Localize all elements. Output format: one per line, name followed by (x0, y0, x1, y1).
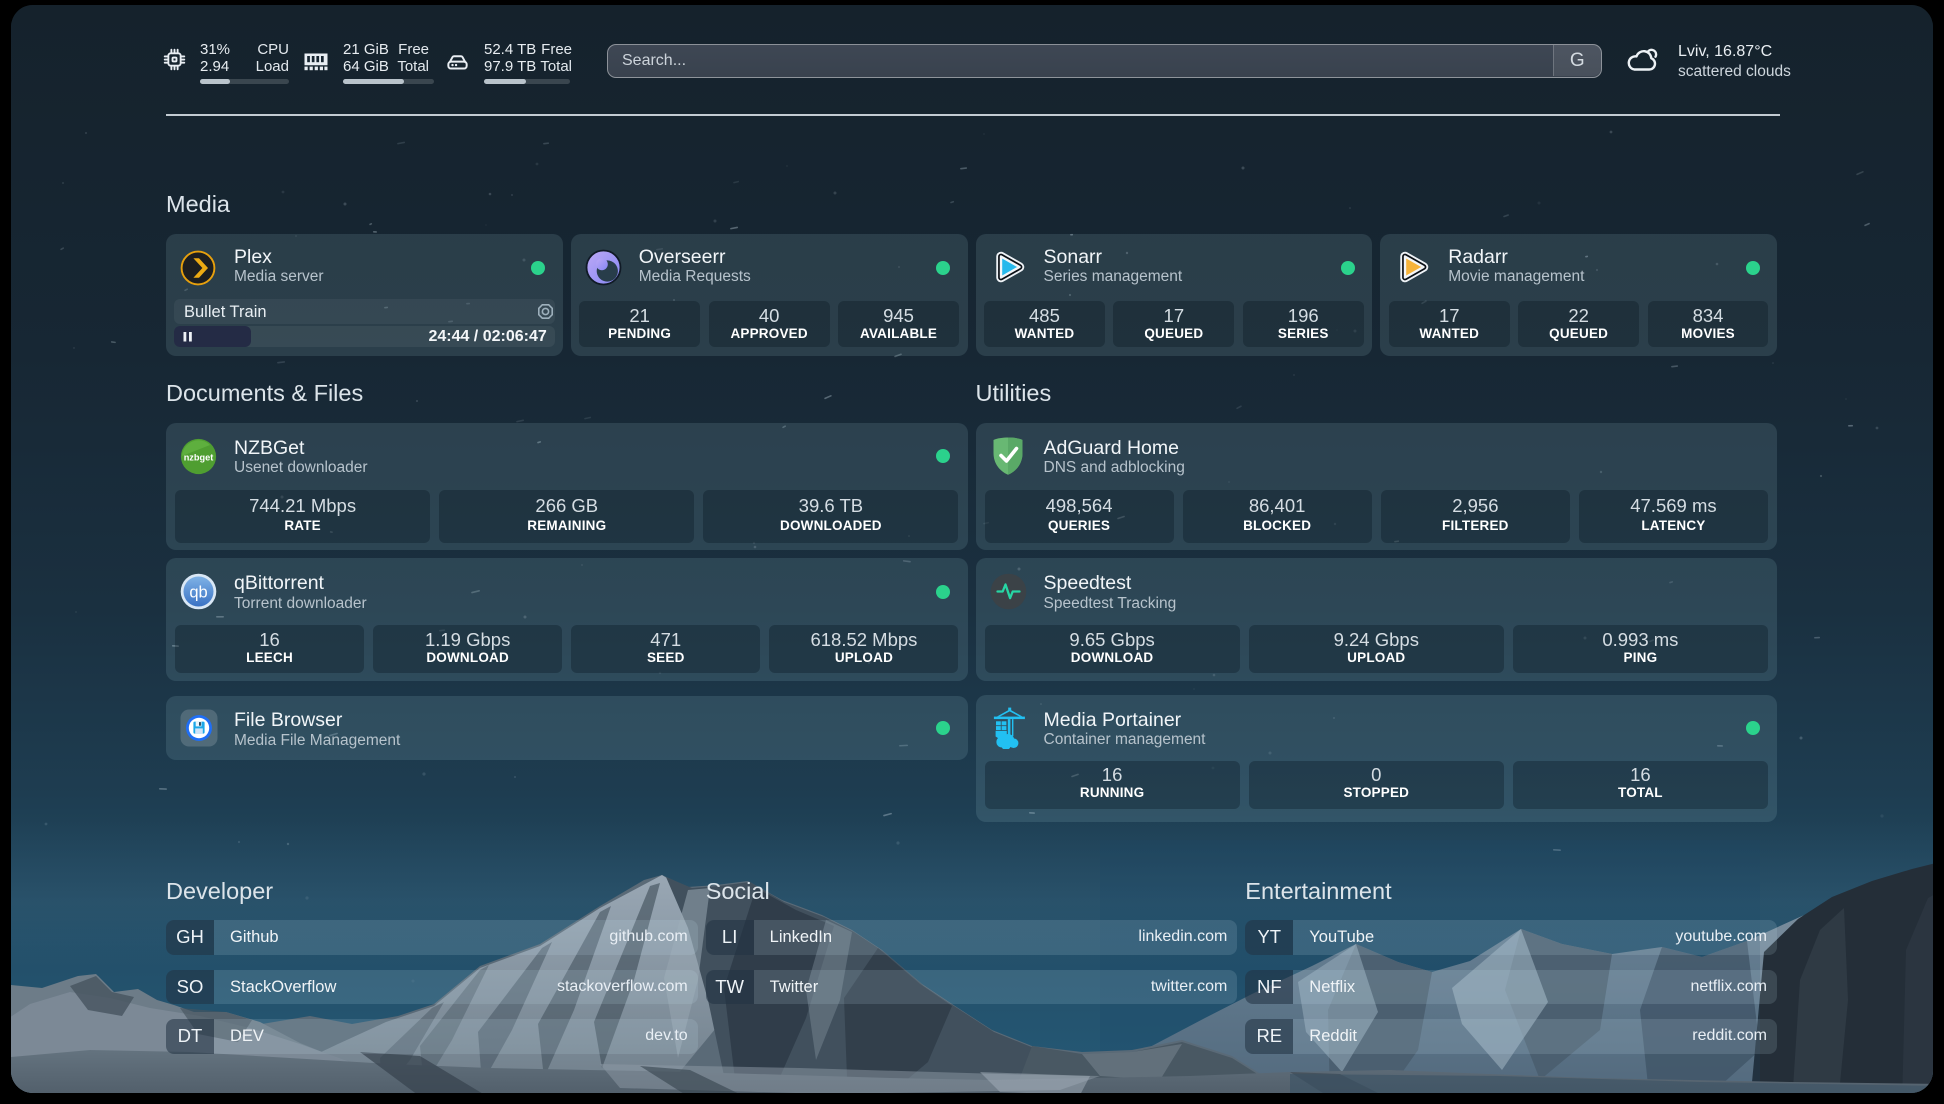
svg-text:nzbget: nzbget (184, 452, 214, 462)
svg-text:qb: qb (189, 584, 207, 602)
